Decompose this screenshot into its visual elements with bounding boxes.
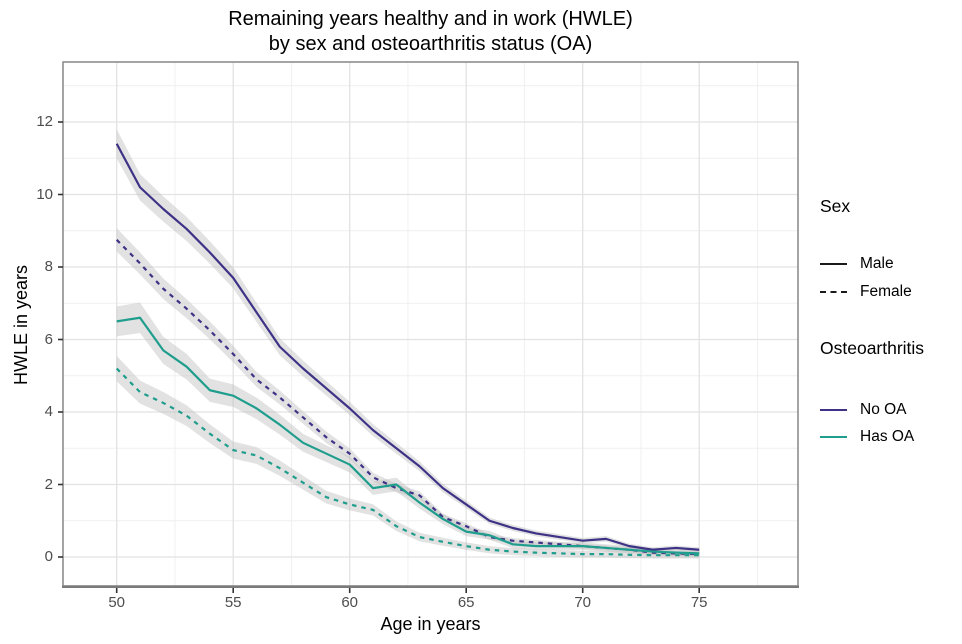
x-tick-label-75: 75: [690, 594, 708, 611]
y-tick-label-6: 6: [44, 330, 53, 348]
male-solid-line-key-icon: [820, 263, 847, 265]
y-tick-label-8: 8: [44, 258, 53, 275]
series-line-female-has-oa: [115, 367, 700, 557]
x-tick-label-65: 65: [457, 594, 475, 611]
y-tick-label-2: 2: [44, 475, 53, 493]
legend-entry-no-oa: No OA: [820, 400, 907, 420]
series-line-female-no-oa: [115, 239, 700, 556]
legend-sex-title: Sex: [820, 196, 851, 216]
series-line-male-no-oa: [115, 143, 700, 551]
x-tick-label-55: 55: [224, 594, 242, 611]
x-tick-label-70: 70: [574, 594, 592, 611]
chart-title: Remaining years healthy and in work (HWL…: [63, 7, 798, 57]
y-tick-label-12: 12: [36, 113, 53, 130]
legend-label-no-oa: No OA: [860, 401, 907, 418]
legend-label-female: Female: [860, 283, 912, 300]
legend-osteoarthritis-title: Osteoarthritis: [820, 338, 925, 358]
plot-panel: [63, 62, 798, 586]
ci-band-female-no-oa: [116, 228, 700, 557]
legend-entry-female: Female: [820, 282, 912, 302]
series-line-male-has-oa: [116, 316, 700, 555]
legend-label-has-oa: Has OA: [860, 428, 915, 445]
has-oa-color-key-icon: [820, 436, 847, 438]
y-tick-label-0: 0: [44, 548, 53, 565]
no-oa-color-key-icon: [820, 409, 847, 411]
legend-entry-has-oa: Has OA: [820, 427, 914, 447]
legend-label-male: Male: [860, 255, 894, 272]
x-axis-title: Age in years: [380, 614, 481, 634]
y-axis-title: HWLE in years: [11, 264, 31, 386]
y-tick-label-10: 10: [36, 185, 53, 203]
y-tick-label-4: 4: [44, 403, 53, 420]
chart-title-line1: Remaining years healthy and in work (HWL…: [228, 8, 633, 30]
ci-band-female-has-oa: [116, 355, 700, 559]
female-dashed-line-key-icon: [820, 291, 847, 293]
x-tick-label-50: 50: [108, 594, 126, 611]
legend-entry-male: Male: [820, 254, 894, 274]
x-tick-label-60: 60: [341, 594, 359, 611]
chart-title-line2: by sex and osteoarthritis status (OA): [268, 33, 593, 55]
